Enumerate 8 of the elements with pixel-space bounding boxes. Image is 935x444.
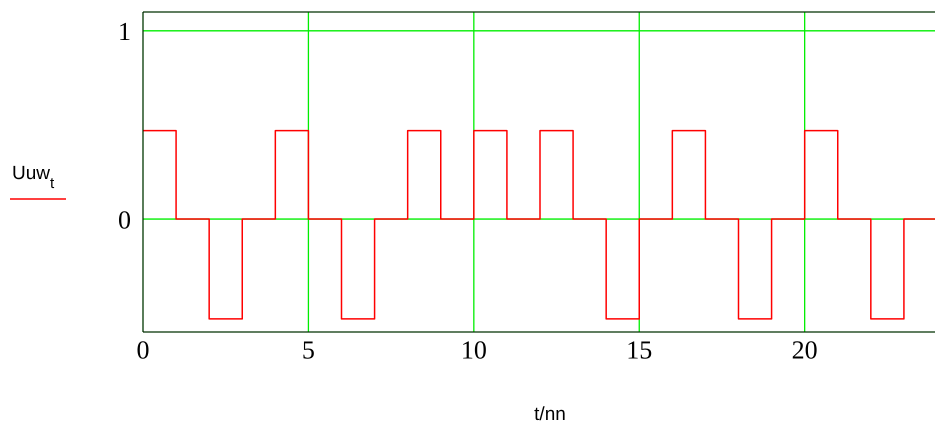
x-tick-label: 0 <box>136 335 150 364</box>
x-tick-label: 15 <box>626 335 652 364</box>
x-axis-title: t/nn <box>534 404 566 425</box>
text: Uuw$_{t}$ <box>12 163 56 192</box>
x-tick-label: 20 <box>792 335 818 364</box>
x-tick-label: 10 <box>460 335 487 364</box>
y-tick-label: 1 <box>118 17 131 46</box>
x-tick-label: 5 <box>302 335 315 364</box>
